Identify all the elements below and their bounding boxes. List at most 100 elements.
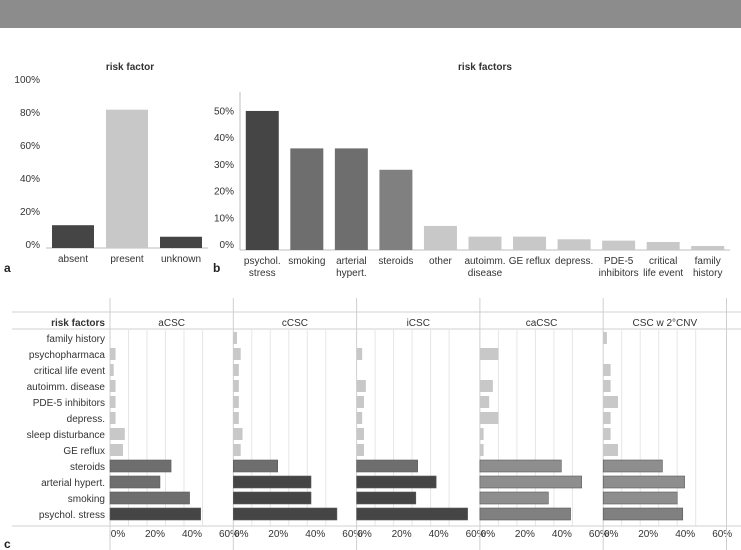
panel-b-chart: risk factors 0%10%20%30%40%50%psychol. st… — [214, 62, 730, 279]
panel-c-bar — [603, 332, 607, 344]
panel-c-chart: risk factors family history psychopharmac… — [12, 298, 741, 550]
panel-c-row-label: smoking — [68, 494, 105, 505]
panel-c-bar — [356, 380, 366, 392]
panel-c-bar — [602, 475, 685, 489]
panel-b-bar-other — [423, 225, 457, 250]
panel-b-category-label-line: inhibitors — [599, 268, 639, 279]
panel-c-row-label: sleep disturbance — [27, 430, 106, 441]
panel-c-bar — [479, 507, 571, 521]
panel-b-ytick-label: 20% — [214, 187, 234, 198]
panel-b-category-label-line: family — [695, 256, 721, 267]
panel-b-category-label: psychol. stress — [244, 256, 281, 279]
panel-a-ytick-label: 0% — [26, 240, 41, 251]
panel-c-bar — [233, 348, 241, 360]
panel-b-ytick-label: 10% — [214, 213, 234, 224]
panel-c-bar — [479, 428, 484, 440]
panel-c-row-label: family history — [47, 334, 105, 345]
panel-a-category-label: absent — [58, 254, 88, 265]
panel-c-row-label: arterial hypert. — [41, 478, 105, 489]
panel-c-bar — [479, 491, 549, 505]
panel-c-group-header: CSC w 2°CNV — [633, 318, 698, 329]
panel-c-group-header: cCSC — [282, 318, 308, 329]
panel-c-bar — [110, 412, 116, 424]
panel-b-category-label-line: psychol. — [244, 256, 281, 267]
panel-c-bar — [603, 428, 611, 440]
panel-c-xtick-label: 0% — [234, 529, 249, 540]
panel-b-category-label-line: stress — [249, 268, 276, 279]
panel-c-xtick-label: 40% — [182, 529, 202, 540]
panel-a-ytick-label: 20% — [20, 207, 40, 218]
panel-c-xtick-label: 40% — [675, 529, 695, 540]
panel-c-bar — [602, 491, 678, 505]
panel-b-bar-family-history — [691, 245, 725, 250]
panel-c-bar — [110, 396, 116, 408]
panel-c-xtick-label: 0% — [111, 529, 126, 540]
panel-c-row-header: risk factors — [51, 318, 105, 329]
panel-c-xtick-label: 0% — [481, 529, 496, 540]
panel-b-category-label-line: steroids — [378, 256, 413, 267]
panel-c-row-label: critical life event — [34, 366, 105, 377]
panel-c-bar — [479, 380, 493, 392]
panel-b-category-label: arterial hypert. — [336, 256, 367, 279]
panel-c-bar — [603, 396, 618, 408]
panel-b-bar-critical-life-event — [646, 241, 680, 250]
panel-c-row-label: psychol. stress — [39, 510, 105, 521]
panel-c-bar — [356, 396, 364, 408]
panel-c-bar — [110, 364, 114, 376]
panel-c-bar — [233, 444, 241, 456]
panel-c-bar — [479, 396, 490, 408]
panel-c-xtick-label: 60% — [466, 529, 486, 540]
panel-c-bar — [233, 459, 279, 473]
panel-b-letter: b — [213, 261, 220, 275]
panel-c-bar — [233, 412, 239, 424]
panel-c-bar — [356, 491, 417, 505]
panel-c-bar — [356, 412, 363, 424]
panel-c-bar — [479, 444, 484, 456]
panel-b-category-label: autoimm. disease — [464, 256, 505, 279]
panel-c-bar — [602, 459, 663, 473]
panel-c-bar — [110, 380, 116, 392]
panel-c-bar — [479, 348, 499, 360]
panel-a-letter: a — [4, 261, 11, 275]
panel-c-xtick-label: 60% — [219, 529, 239, 540]
panel-c-xtick-label: 60% — [712, 529, 732, 540]
panel-c-xtick-label: 0% — [604, 529, 619, 540]
panel-c-bar — [109, 507, 201, 521]
panel-b-category-label-line: smoking — [288, 256, 325, 267]
panel-c-xtick-label: 20% — [515, 529, 535, 540]
panel-c-bar — [109, 491, 190, 505]
panel-c-bar — [356, 444, 364, 456]
panel-c-group-header: caCSC — [526, 318, 558, 329]
panel-b-category-label-line: critical — [649, 256, 677, 267]
panel-a-ytick-label: 60% — [20, 141, 40, 152]
panel-b-ytick-label: 50% — [214, 106, 234, 117]
panel-c-bar — [109, 475, 161, 489]
panel-b-bar-ge-reflux — [513, 236, 547, 250]
panel-a-ytick-label: 40% — [20, 174, 40, 185]
panel-a-bar-present — [106, 109, 148, 248]
panel-c-bar — [479, 475, 582, 489]
panel-b-category-label-line: GE reflux — [509, 256, 551, 267]
panel-c-row-label: depress. — [67, 414, 105, 425]
panel-c-row-label: steroids — [70, 462, 105, 473]
panel-b-bar-arterial-hypert- — [334, 148, 368, 250]
panel-a-category-label: unknown — [161, 254, 201, 265]
panel-c-bar — [233, 332, 237, 344]
panel-b-ytick-label: 0% — [220, 240, 235, 251]
panel-c-bar — [356, 348, 363, 360]
header-bar — [0, 0, 741, 28]
panel-b-category-label: family history — [693, 256, 722, 279]
panel-a-category-label: present — [110, 254, 144, 265]
panel-c-xtick-label: 20% — [392, 529, 412, 540]
panel-c-bar — [110, 428, 125, 440]
panel-c-bar — [603, 380, 611, 392]
panel-b-category-label: smoking — [288, 256, 325, 267]
panel-c-xtick-label: 40% — [305, 529, 325, 540]
panel-b-category-label: other — [429, 256, 452, 267]
panel-c-bar — [603, 412, 611, 424]
panel-b-ytick-label: 30% — [214, 160, 234, 171]
panel-c-xtick-label: 40% — [552, 529, 572, 540]
panel-c-xtick-label: 0% — [357, 529, 372, 540]
panel-c-xtick-label: 20% — [268, 529, 288, 540]
